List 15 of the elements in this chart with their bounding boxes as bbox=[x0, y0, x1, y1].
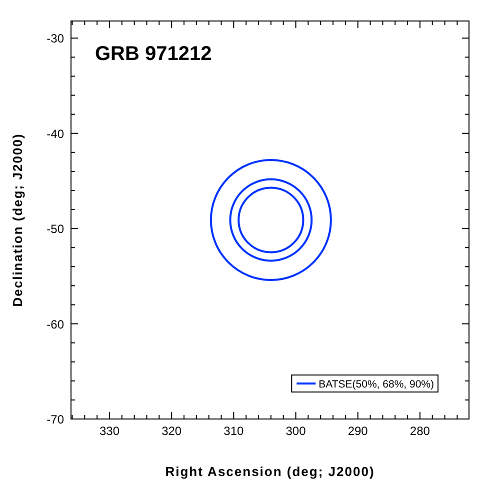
x-tick-label: 330 bbox=[99, 424, 120, 438]
y-tick-label: -30 bbox=[46, 32, 64, 46]
y-tick-label: -60 bbox=[46, 317, 64, 332]
y-axis-title: Declination (deg; J2000) bbox=[10, 133, 25, 307]
x-tick-label: 300 bbox=[286, 424, 306, 438]
x-axis-title: Right Ascension (deg; J2000) bbox=[165, 464, 375, 479]
text: GRB 971212 bbox=[95, 43, 212, 65]
y-tick-label: -40 bbox=[46, 126, 64, 141]
x-tick-label: 290 bbox=[348, 424, 368, 438]
x-tick-label: 280 bbox=[410, 424, 430, 438]
y-tick-label: -50 bbox=[46, 222, 64, 236]
x-tick-label: 320 bbox=[162, 424, 182, 438]
x-tick-label: 310 bbox=[224, 424, 244, 438]
y-tick-label: -70 bbox=[46, 412, 64, 426]
legend-label: BATSE(50%, 68%, 90%) bbox=[318, 378, 434, 390]
